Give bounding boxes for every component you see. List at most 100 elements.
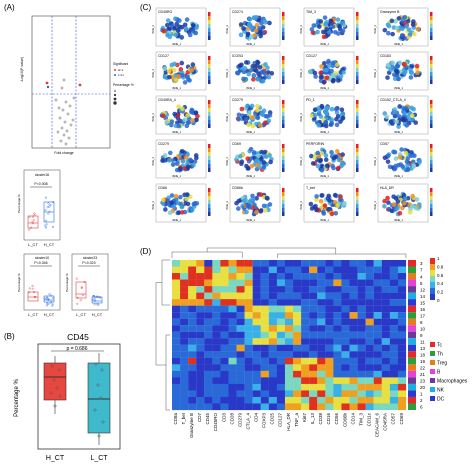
- heatmap-col-label: CD14: [350, 413, 355, 425]
- heatmap-cell: [204, 338, 213, 345]
- scale-tick: 0.2: [437, 290, 444, 295]
- heatmap-cell: [252, 279, 261, 287]
- heatmap-cell: [333, 318, 342, 326]
- mini-box-point: [81, 293, 84, 296]
- scale-tick: 0.6: [437, 273, 444, 278]
- tsne-axis-label: tSNE_1: [320, 174, 329, 178]
- heatmap-cell: [389, 364, 399, 371]
- volcano-point-sig: [46, 85, 50, 89]
- legend-swatch: [430, 369, 435, 374]
- tsne-axis-label: tSNE_2: [299, 157, 303, 166]
- heatmap-row-label: 7: [420, 268, 423, 273]
- volcano-point: [62, 78, 66, 82]
- cd45-point: [93, 408, 97, 412]
- heatmap-cell: [301, 403, 310, 411]
- heatmap-cell: [357, 331, 366, 339]
- tsne-marker-label: CD69: [232, 142, 241, 146]
- heatmap-cell: [180, 338, 189, 345]
- heatmap-cell: [333, 260, 342, 267]
- heatmap-cell: [284, 364, 294, 371]
- heatmap-cell: [389, 312, 399, 319]
- heatmap-col-label: CD7: [197, 413, 202, 422]
- heatmap-cell: [325, 292, 334, 300]
- heatmap-cell: [276, 312, 286, 319]
- heatmap-cell: [268, 260, 277, 267]
- heatmap-cell: [284, 351, 294, 358]
- heatmap-cell: [397, 260, 407, 267]
- heatmap-cell: [284, 273, 294, 280]
- heatmap-cell: [204, 266, 213, 274]
- heatmap-cell: [220, 383, 229, 391]
- heatmap-cell: [389, 390, 399, 398]
- volcano-ylabel: -Log10(P-value): [20, 57, 24, 82]
- heatmap-cell: [325, 305, 334, 313]
- heatmap-cell: [309, 351, 318, 358]
- heatmap-cell: [268, 377, 277, 385]
- heatmap-cell: [260, 357, 269, 365]
- volcano-point: [72, 96, 76, 100]
- cd45-pval: p = 0.686: [67, 346, 88, 352]
- heatmap-cell: [381, 331, 390, 339]
- heatmap-cell: [341, 286, 350, 293]
- heatmap-cell: [284, 292, 294, 300]
- heatmap-cell: [373, 403, 382, 411]
- scale-tick: 0.8: [437, 264, 444, 269]
- heatmap-col-label: CD38: [318, 413, 323, 425]
- heatmap-cell: [373, 370, 382, 378]
- heatmap-cell: [204, 279, 213, 287]
- heatmap-cell: [236, 305, 245, 313]
- heatmap-cell: [188, 338, 197, 345]
- heatmap-cell: [373, 390, 382, 398]
- heatmap-cell: [397, 312, 407, 319]
- heatmap-col-label: CD4: [254, 413, 259, 422]
- heatmap-cell: [188, 273, 197, 280]
- heatmap-cell: [188, 383, 197, 391]
- heatmap-cell: [381, 318, 390, 326]
- tsne-axis-label: tSNE_2: [373, 113, 377, 122]
- heatmap-cell: [228, 292, 237, 300]
- heatmap-cell: [276, 325, 286, 332]
- heatmap-cell: [172, 273, 181, 280]
- heatmap-cell: [268, 325, 277, 332]
- heatmap-cell: [252, 396, 261, 404]
- heatmap-cell: [373, 338, 382, 345]
- heatmap-cell: [309, 279, 318, 287]
- heatmap-cell: [212, 338, 221, 345]
- heatmap-cell: [204, 331, 213, 339]
- heatmap-cell: [397, 383, 407, 391]
- heatmap-cell: [260, 325, 269, 332]
- heatmap-cell: [357, 325, 366, 332]
- heatmap-cell: [252, 325, 261, 332]
- volcano-point: [66, 112, 70, 116]
- volcano-legend-item: L>H: [118, 73, 124, 77]
- heatmap-cell: [325, 273, 334, 280]
- heatmap-cell: [236, 383, 245, 391]
- heatmap-cell: [397, 299, 407, 306]
- heatmap-cell: [381, 364, 390, 371]
- heatmap-cell: [309, 383, 318, 391]
- heatmap-cell: [389, 357, 399, 365]
- heatmap-cell: [172, 396, 181, 404]
- tsne-axis-label: tSNE_1: [246, 218, 255, 222]
- heatmap-cell: [180, 312, 189, 319]
- tsne-marker-label: CD279: [158, 142, 169, 146]
- heatmap-cell: [180, 344, 189, 352]
- heatmap-cell: [301, 292, 310, 300]
- volcano-point: [71, 118, 75, 122]
- heatmap-row-label: 19: [420, 359, 426, 364]
- heatmap-cell: [373, 396, 382, 404]
- heatmap-cell: [180, 325, 189, 332]
- heatmap-cell: [309, 331, 318, 339]
- heatmap-cell: [317, 318, 326, 326]
- heatmap-cell: [196, 390, 205, 398]
- heatmap-cell: [276, 279, 286, 287]
- heatmap-cell: [180, 351, 189, 358]
- tsne-subplot: CD183 tSNE_2 tSNE_1: [373, 51, 433, 91]
- heatmap-cell: [260, 279, 269, 287]
- heatmap-cell: [196, 305, 205, 313]
- heatmap-cell: [349, 357, 358, 365]
- row-dendrogram: [155, 259, 170, 411]
- heatmap-cell: [365, 273, 374, 280]
- heatmap-cell: [357, 338, 366, 345]
- tsne-axis-label: tSNE_2: [151, 25, 155, 34]
